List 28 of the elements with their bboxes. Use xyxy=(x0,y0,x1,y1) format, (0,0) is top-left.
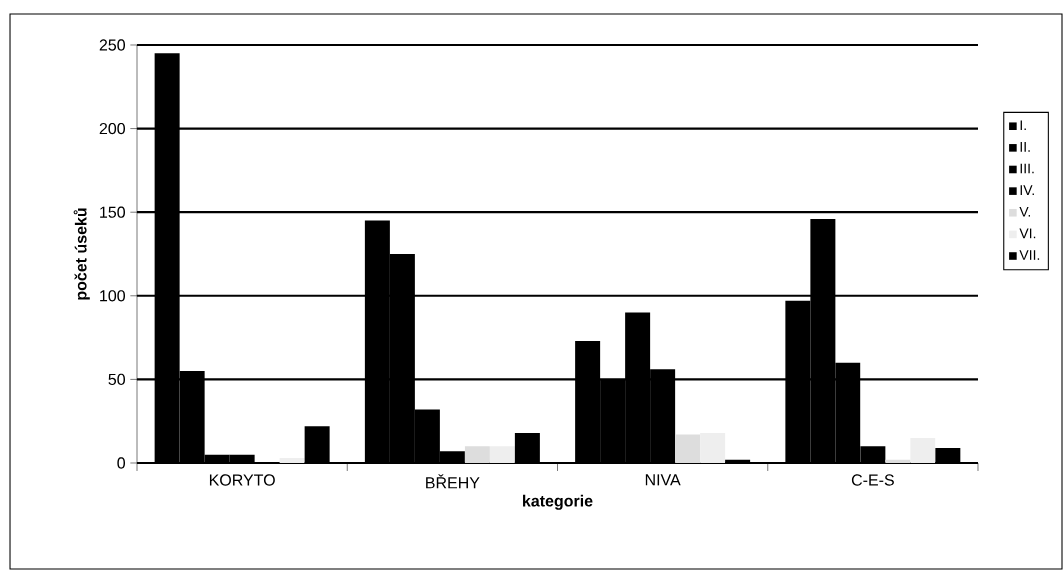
legend-label: I. xyxy=(1020,120,1026,131)
x-tick-label: NIVA xyxy=(645,474,681,486)
bar xyxy=(910,437,936,463)
legend-label: IV. xyxy=(1020,185,1034,195)
x-tick-label: KORYTO xyxy=(209,474,275,486)
y-tick-label: 150 xyxy=(100,206,126,218)
legend-label: III. xyxy=(1020,163,1034,174)
x-tick-label: BŘEHY xyxy=(426,474,480,489)
y-axis-title: počet úseků xyxy=(73,208,90,300)
y-tick-label: 0 xyxy=(117,457,126,469)
y-tick-label: 50 xyxy=(108,373,126,386)
y-tick-label: 250 xyxy=(99,39,126,51)
legend-label: VI. xyxy=(1019,228,1036,239)
bar xyxy=(279,457,305,463)
bar xyxy=(700,432,726,463)
x-tick-label: C-E-S xyxy=(851,474,894,486)
bar xyxy=(304,426,330,463)
bar xyxy=(489,446,515,463)
legend-label: V. xyxy=(1019,206,1031,217)
y-tick-label: 200 xyxy=(99,122,126,135)
bar xyxy=(464,446,490,463)
legend-label: II. xyxy=(1020,142,1030,152)
x-axis-title: kategorie xyxy=(523,494,593,510)
bar xyxy=(514,432,540,463)
legend-label: VII. xyxy=(1019,250,1040,260)
y-tick-label: 100 xyxy=(100,290,126,302)
bar xyxy=(935,447,961,463)
bar xyxy=(675,434,701,463)
